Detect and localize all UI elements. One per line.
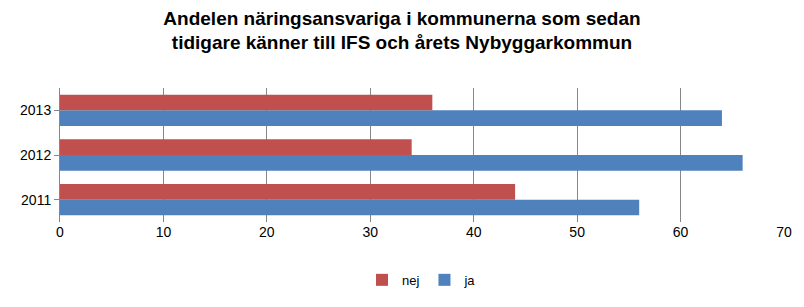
svg-text:40: 40 <box>466 224 482 240</box>
svg-text:20: 20 <box>259 224 275 240</box>
svg-text:2011: 2011 <box>21 192 51 208</box>
svg-text:2013: 2013 <box>20 102 51 118</box>
svg-text:60: 60 <box>673 224 689 240</box>
svg-text:Andelen näringsansvariga i kom: Andelen näringsansvariga i kommunerna so… <box>163 8 640 54</box>
svg-text:0: 0 <box>56 224 64 240</box>
svg-text:nej: nej <box>402 273 419 288</box>
svg-text:10: 10 <box>156 224 172 240</box>
svg-text:2012: 2012 <box>20 147 51 163</box>
svg-text:ja: ja <box>463 273 475 288</box>
svg-text:30: 30 <box>363 224 379 240</box>
svg-text:70: 70 <box>776 224 792 240</box>
svg-text:50: 50 <box>569 224 585 240</box>
